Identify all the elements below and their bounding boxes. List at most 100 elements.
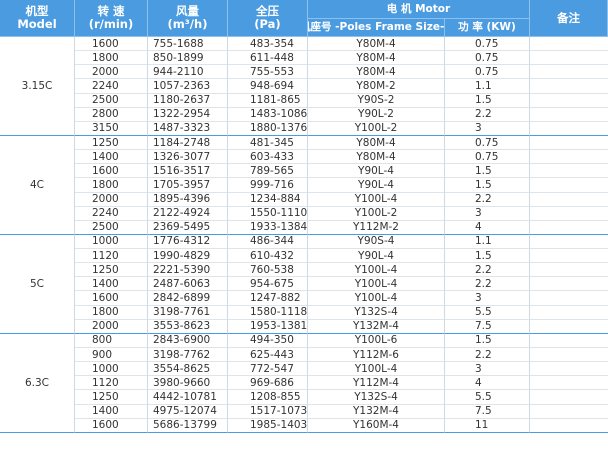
frame-size: Y80M-4	[308, 150, 445, 165]
remarks	[530, 235, 608, 250]
frame-size: Y90L-2	[308, 107, 445, 122]
power: 1.1	[445, 234, 530, 250]
model-name: 5C	[0, 234, 75, 334]
remarks	[530, 405, 608, 419]
power: 1.5	[445, 164, 530, 179]
speed: 1600	[75, 291, 148, 306]
airflow: 1322-2954	[148, 107, 228, 122]
frame-size: Y90L-4	[308, 178, 445, 193]
speed: 1120	[75, 376, 148, 391]
remarks	[530, 306, 608, 320]
speed: 1120	[75, 249, 148, 264]
remarks	[530, 334, 608, 349]
airflow: 2369-5495	[148, 220, 228, 235]
pressure: 1953-1381	[228, 319, 308, 334]
frame-size: Y100L-4	[308, 277, 445, 292]
frame-size: Y80M-4	[308, 51, 445, 66]
power: 3	[445, 362, 530, 377]
remarks	[530, 390, 608, 405]
remarks	[530, 65, 608, 80]
pressure: 481-345	[228, 135, 308, 151]
pressure: 772-547	[228, 362, 308, 377]
remarks	[530, 37, 608, 52]
power: 0.75	[445, 37, 530, 52]
power: 0.75	[445, 65, 530, 80]
airflow-header-line: 风量	[176, 4, 199, 18]
airflow: 3198-7761	[148, 305, 228, 320]
power: 11	[445, 418, 530, 433]
motor-header: 电 机 Motor	[308, 0, 530, 19]
frame-size: Y132S-4	[308, 390, 445, 405]
speed-header-line: (r/min)	[88, 17, 134, 31]
power: 2.2	[445, 277, 530, 292]
airflow: 3198-7762	[148, 348, 228, 363]
speed: 1800	[75, 178, 148, 193]
remarks	[530, 51, 608, 66]
remarks	[530, 164, 608, 179]
frame-size: Y100L-6	[308, 333, 445, 349]
remarks	[530, 362, 608, 377]
frame-size: Y100L-2	[308, 121, 445, 136]
power: 1.5	[445, 249, 530, 264]
airflow: 1180-2637	[148, 93, 228, 108]
power: 3	[445, 291, 530, 306]
pressure: 611-448	[228, 51, 308, 66]
speed: 3150	[75, 121, 148, 136]
speed: 1250	[75, 263, 148, 278]
model-header: 机型 Model	[0, 0, 75, 37]
airflow: 3553-8623	[148, 319, 228, 334]
airflow-header-line: (m³/h)	[167, 17, 208, 31]
airflow: 2487-6063	[148, 277, 228, 292]
speed: 1800	[75, 305, 148, 320]
speed: 2800	[75, 107, 148, 122]
airflow: 1895-4396	[148, 192, 228, 207]
remarks	[530, 150, 608, 165]
remarks	[530, 291, 608, 306]
model-header-line: Model	[17, 17, 57, 31]
airflow: 1516-3517	[148, 164, 228, 179]
pressure: 1483-1086	[228, 107, 308, 122]
speed: 1800	[75, 51, 148, 66]
power: 4	[445, 220, 530, 235]
pressure: 483-354	[228, 37, 308, 52]
frame-size: Y80M-4	[308, 37, 445, 52]
speed: 1000	[75, 234, 148, 250]
speed: 1000	[75, 362, 148, 377]
frame-size: Y90L-4	[308, 164, 445, 179]
speed: 2000	[75, 319, 148, 334]
frame-size: Y112M-2	[308, 220, 445, 235]
pressure: 969-686	[228, 376, 308, 391]
speed: 1400	[75, 150, 148, 165]
airflow: 1776-4312	[148, 234, 228, 250]
power: 0.75	[445, 150, 530, 165]
speed: 1250	[75, 135, 148, 151]
pressure: 603-433	[228, 150, 308, 165]
power: 5.5	[445, 305, 530, 320]
remarks	[530, 419, 608, 433]
frame-size: Y160M-4	[308, 418, 445, 433]
speed: 1250	[75, 390, 148, 405]
frame-header: 机座号 -Poles Frame Size-P	[308, 19, 445, 37]
power: 0.75	[445, 51, 530, 66]
frame-size: Y100L-4	[308, 263, 445, 278]
airflow: 1487-3323	[148, 121, 228, 136]
pressure: 954-675	[228, 277, 308, 292]
power: 1.5	[445, 333, 530, 349]
airflow: 1326-3077	[148, 150, 228, 165]
power-header: 功 率 (KW)	[445, 19, 530, 37]
remarks	[530, 79, 608, 94]
speed: 1600	[75, 37, 148, 52]
airflow: 5686-13799	[148, 418, 228, 433]
remarks	[530, 108, 608, 122]
frame-size: Y80M-2	[308, 79, 445, 94]
frame-size: Y90S-2	[308, 93, 445, 108]
frame-size: Y80M-4	[308, 135, 445, 151]
pressure: 1208-855	[228, 390, 308, 405]
speed: 2500	[75, 220, 148, 235]
pressure: 999-716	[228, 178, 308, 193]
pressure: 1580-1118	[228, 305, 308, 320]
remarks	[530, 376, 608, 391]
airflow: 1184-2748	[148, 135, 228, 151]
airflow: 755-1688	[148, 37, 228, 52]
remarks	[530, 263, 608, 278]
